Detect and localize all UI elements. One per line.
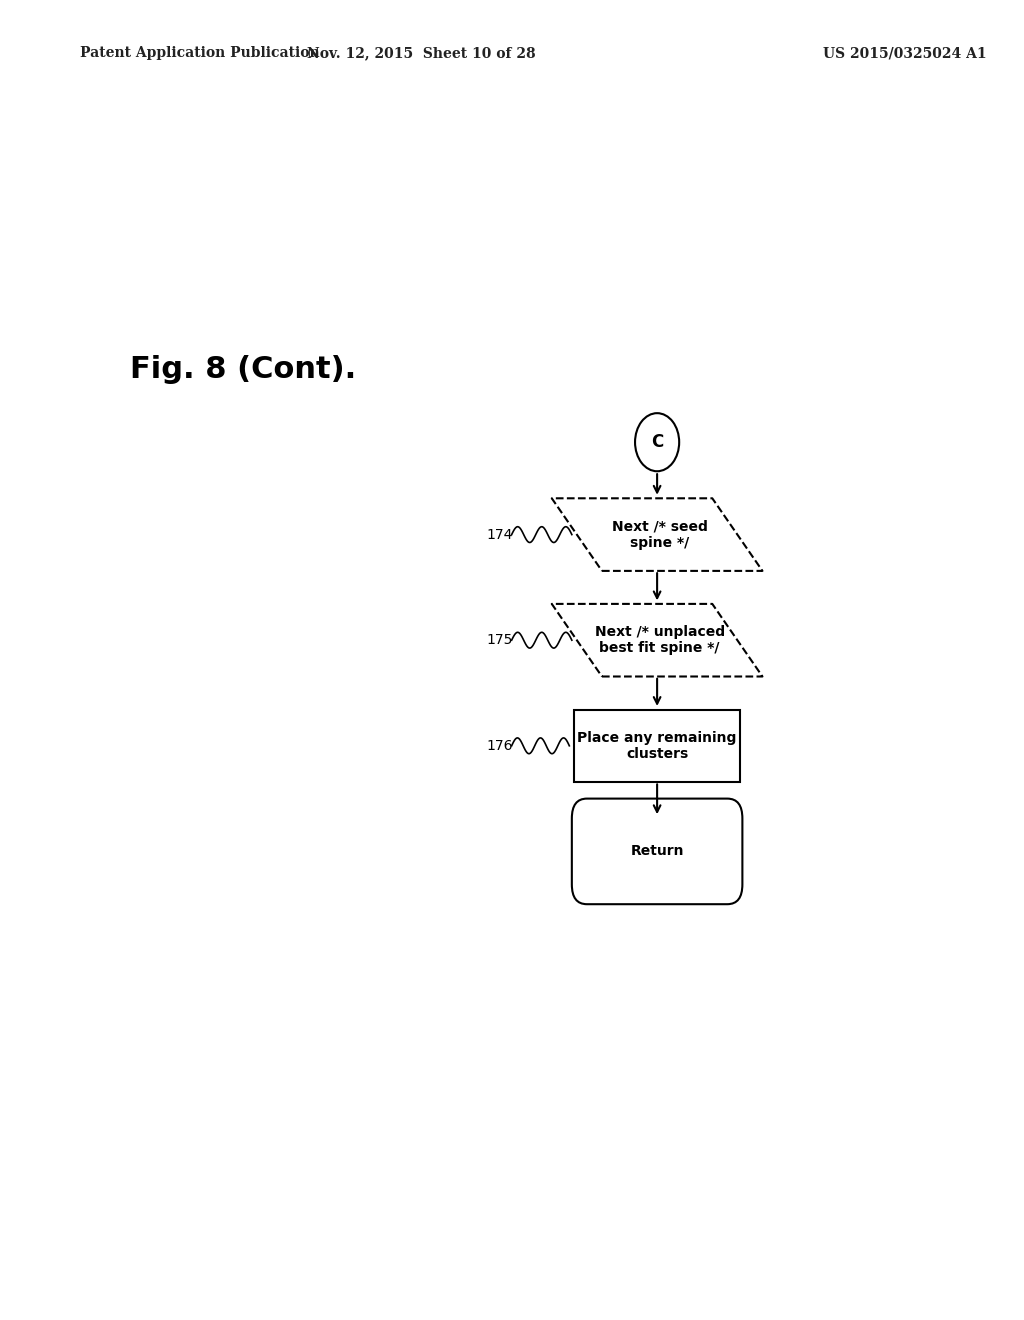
Text: Patent Application Publication: Patent Application Publication [80, 46, 319, 61]
Text: Next /* unplaced
best fit spine */: Next /* unplaced best fit spine */ [595, 626, 725, 655]
Text: Return: Return [631, 845, 684, 858]
Text: US 2015/0325024 A1: US 2015/0325024 A1 [822, 46, 986, 61]
Bar [574, 710, 740, 781]
Text: Nov. 12, 2015  Sheet 10 of 28: Nov. 12, 2015 Sheet 10 of 28 [307, 46, 536, 61]
Text: C: C [651, 433, 664, 451]
Text: 174: 174 [486, 528, 513, 541]
Text: Place any remaining
clusters: Place any remaining clusters [578, 731, 737, 760]
Text: Fig. 8 (Cont).: Fig. 8 (Cont). [130, 355, 356, 384]
Text: 175: 175 [486, 634, 513, 647]
Text: Next /* seed
spine */: Next /* seed spine */ [611, 520, 708, 549]
Text: 176: 176 [486, 739, 513, 752]
